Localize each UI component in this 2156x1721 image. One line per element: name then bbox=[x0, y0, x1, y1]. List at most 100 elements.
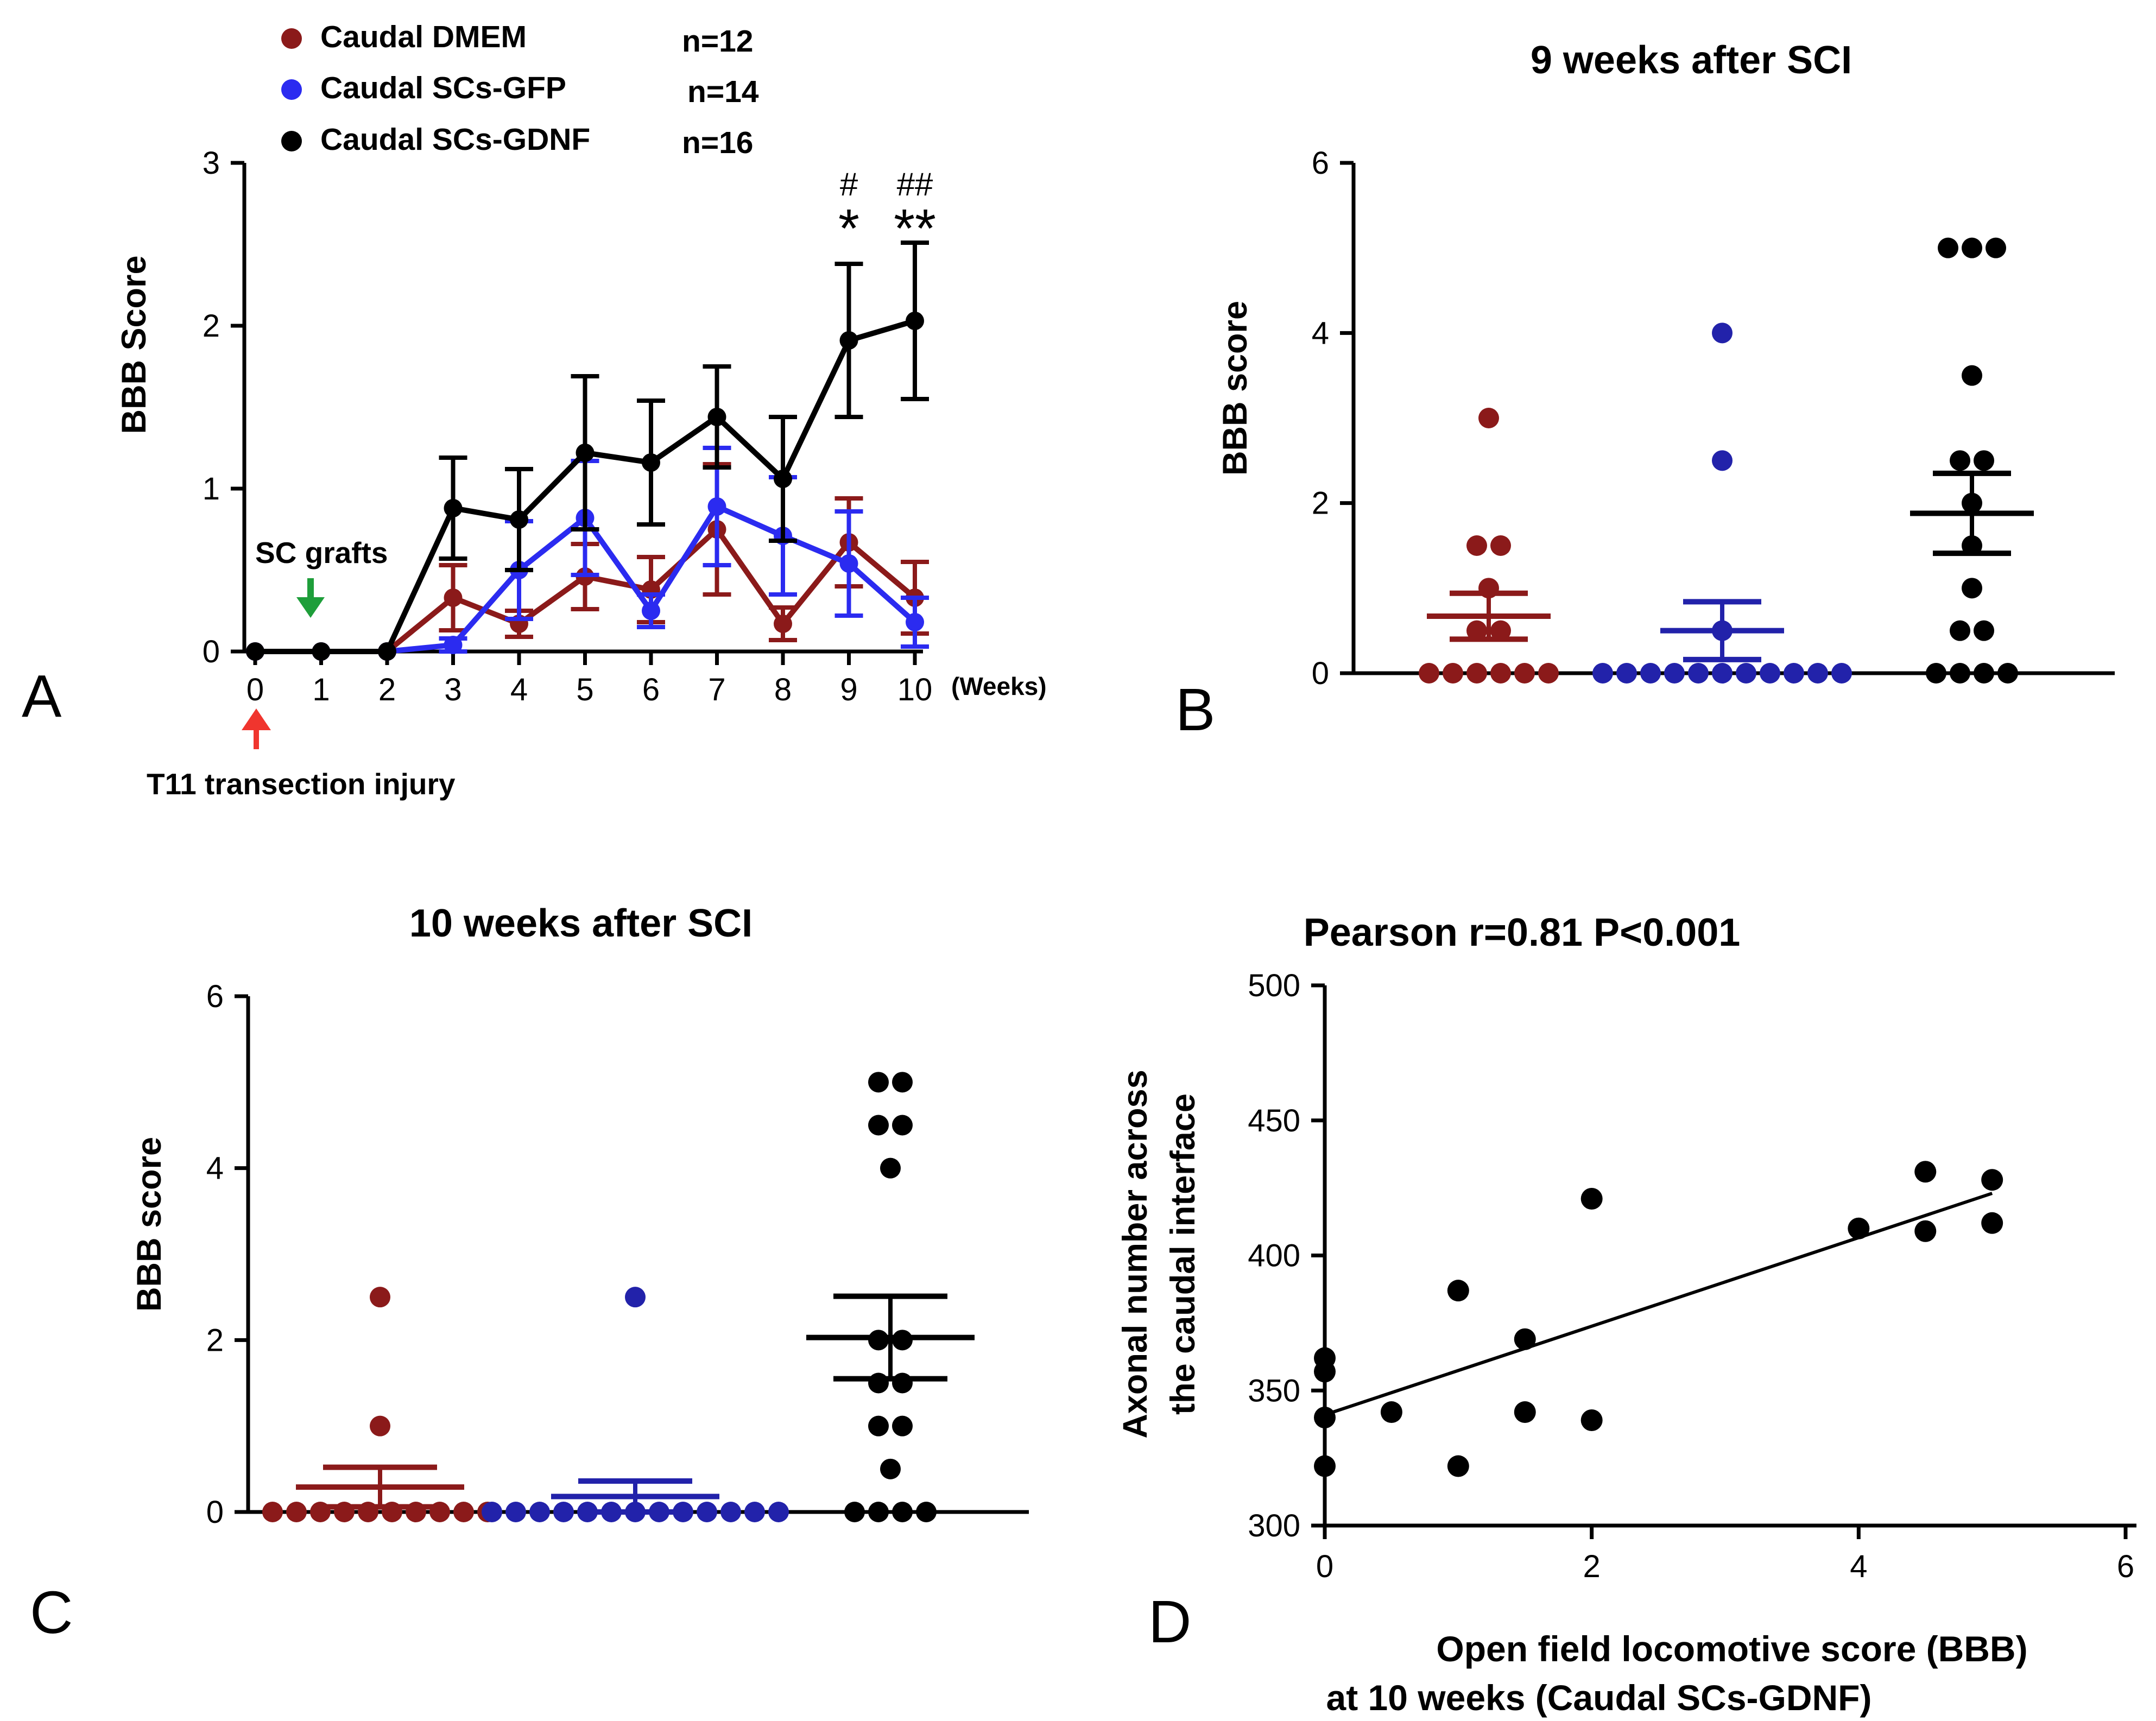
data-point bbox=[1314, 1455, 1336, 1477]
a-point bbox=[906, 613, 924, 631]
a-xtick-label: 5 bbox=[576, 672, 593, 707]
data-point bbox=[880, 1458, 901, 1479]
data-point bbox=[1938, 237, 1958, 258]
data-point bbox=[1592, 663, 1613, 684]
regression-line bbox=[1324, 1192, 1993, 1416]
a-xtick-label: 7 bbox=[708, 672, 725, 707]
a-point bbox=[444, 589, 463, 607]
ytick-label: 0 bbox=[206, 1495, 224, 1530]
data-point bbox=[1514, 1328, 1536, 1350]
data-point bbox=[768, 1502, 789, 1522]
data-point bbox=[892, 1415, 913, 1437]
d-ytick-label: 400 bbox=[1248, 1238, 1300, 1274]
data-point bbox=[1478, 408, 1499, 428]
d-xtick-label: 0 bbox=[1316, 1549, 1333, 1584]
b-title: 9 weeks after SCI bbox=[1531, 39, 1852, 82]
d-ytick-label: 450 bbox=[1248, 1103, 1300, 1138]
data-point bbox=[1466, 535, 1487, 556]
ytick-label: 2 bbox=[1312, 486, 1329, 521]
a-point bbox=[444, 499, 463, 517]
data-point bbox=[1314, 1361, 1336, 1383]
a-annotation-hash: # bbox=[840, 166, 858, 203]
d-ytick-label: 350 bbox=[1248, 1373, 1300, 1408]
data-point bbox=[1974, 450, 1994, 471]
a-annotation-star: * bbox=[838, 198, 859, 259]
a-point bbox=[510, 510, 528, 529]
data-point bbox=[1314, 1407, 1336, 1428]
data-point bbox=[1447, 1280, 1469, 1302]
panel-b: 9 weeks after SCI BBB score 0 2 4 6 B bbox=[1175, 39, 2115, 743]
d-xtick-label: 2 bbox=[1583, 1549, 1601, 1584]
a-xtick-label: 1 bbox=[312, 672, 330, 707]
sc-grafts-label: SC grafts bbox=[255, 536, 388, 570]
data-point bbox=[697, 1502, 717, 1522]
data-point bbox=[553, 1502, 574, 1522]
data-point bbox=[1914, 1220, 1937, 1242]
ytick-label: 4 bbox=[206, 1151, 224, 1186]
data-point bbox=[529, 1502, 550, 1522]
a-point bbox=[576, 444, 595, 462]
data-point bbox=[1950, 663, 1970, 684]
legend-marker-dmem bbox=[281, 28, 302, 49]
a-point bbox=[707, 408, 726, 426]
d-ytick-label: 300 bbox=[1248, 1508, 1300, 1543]
legend-marker-gdnf bbox=[281, 131, 302, 151]
data-point bbox=[1380, 1401, 1402, 1423]
data-point bbox=[1950, 620, 1970, 641]
a-point bbox=[906, 312, 924, 330]
a-point bbox=[378, 642, 396, 661]
data-point bbox=[453, 1502, 474, 1522]
data-point bbox=[1736, 663, 1756, 684]
data-point bbox=[868, 1502, 889, 1522]
data-point bbox=[1997, 663, 2018, 684]
data-point bbox=[1974, 620, 1994, 641]
data-point bbox=[1760, 663, 1780, 684]
ytick-label: 4 bbox=[1312, 315, 1329, 351]
data-point bbox=[1514, 663, 1535, 684]
data-point bbox=[1538, 663, 1559, 684]
data-point bbox=[892, 1372, 913, 1394]
data-point bbox=[868, 1072, 889, 1093]
a-x-unit-label: (Weeks) bbox=[951, 672, 1047, 700]
d-x-label-2: at 10 weeks (Caudal SCs-GDNF) bbox=[1326, 1678, 1872, 1718]
a-xtick-label: 9 bbox=[840, 672, 857, 707]
d-y-label-2: the caudal interface bbox=[1164, 1093, 1202, 1415]
data-point bbox=[1848, 1217, 1870, 1239]
data-point bbox=[844, 1502, 865, 1522]
ytick-label: 2 bbox=[206, 1323, 224, 1358]
data-point bbox=[482, 1502, 502, 1522]
a-xtick-label: 0 bbox=[246, 672, 264, 707]
d-ticks: 300 350 400 450 500 0 2 4 6 bbox=[1248, 968, 2134, 1584]
data-point bbox=[868, 1372, 889, 1394]
data-point bbox=[1490, 535, 1511, 556]
a-xtick-label: 2 bbox=[378, 672, 396, 707]
data-point bbox=[262, 1502, 283, 1522]
data-point bbox=[1807, 663, 1828, 684]
data-point bbox=[1962, 237, 1982, 258]
data-point bbox=[880, 1157, 901, 1179]
data-point bbox=[744, 1502, 765, 1522]
a-point bbox=[707, 497, 726, 516]
panel-label-b: B bbox=[1175, 676, 1215, 743]
c-y-label: BBB score bbox=[130, 1137, 168, 1312]
a-xtick-label: 8 bbox=[774, 672, 792, 707]
data-point bbox=[1712, 450, 1733, 471]
data-point bbox=[1926, 663, 1946, 684]
data-point bbox=[1950, 450, 1970, 471]
c-ticks: 0 2 4 6 bbox=[206, 979, 248, 1530]
data-point bbox=[1712, 663, 1733, 684]
c-title: 10 weeks after SCI bbox=[409, 902, 753, 945]
data-point bbox=[1712, 322, 1733, 344]
data-point bbox=[1784, 663, 1804, 684]
data-point bbox=[868, 1115, 889, 1136]
data-point bbox=[1914, 1161, 1937, 1183]
legend-marker-gfp bbox=[281, 79, 302, 100]
ytick-label: 6 bbox=[206, 979, 224, 1014]
d-xtick-label: 6 bbox=[2117, 1549, 2134, 1584]
data-point bbox=[720, 1502, 741, 1522]
legend-label-gdnf: Caudal SCs-GDNF bbox=[320, 122, 590, 157]
b-y-label: BBB score bbox=[1216, 301, 1254, 476]
data-point bbox=[892, 1502, 913, 1522]
a-xtick-label: 3 bbox=[444, 672, 461, 707]
a-ytick-label: 1 bbox=[203, 471, 220, 507]
